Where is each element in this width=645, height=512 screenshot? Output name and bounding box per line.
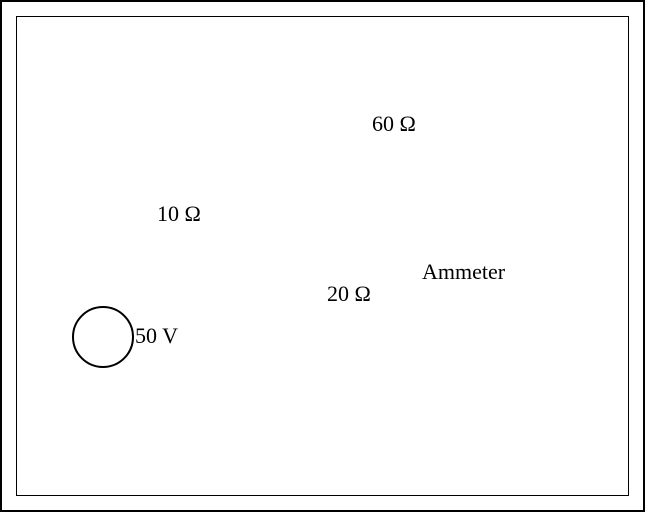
circuit-diagram bbox=[17, 17, 634, 501]
inner-frame: 50 V 10 Ω 60 Ω 20 Ω Ammeter bbox=[16, 16, 629, 496]
outer-frame: 50 V 10 Ω 60 Ω 20 Ω Ammeter bbox=[0, 0, 645, 512]
